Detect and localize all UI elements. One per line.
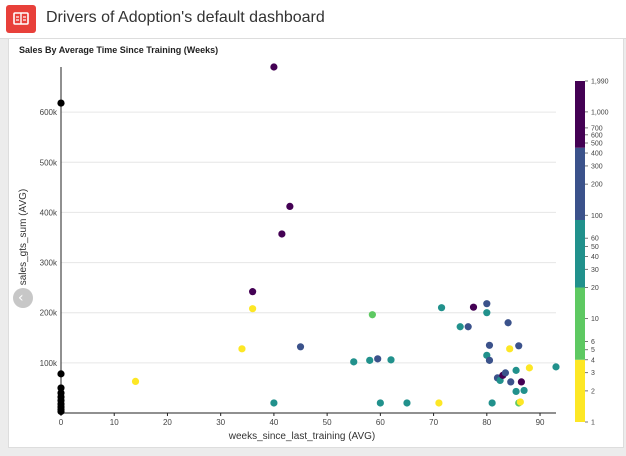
data-point — [350, 358, 358, 366]
dashboard-title: Drivers of Adoption's default dashboard — [46, 9, 325, 26]
dashboard-icon[interactable] — [6, 5, 36, 33]
legend-tick-label: 100 — [591, 213, 603, 220]
legend-tick-label: 20 — [591, 285, 599, 292]
chart-title: Sales By Average Time Since Training (We… — [19, 45, 219, 55]
data-point — [278, 230, 286, 238]
y-tick-label: 600k — [40, 108, 58, 117]
legend-tick-label: 1 — [591, 420, 595, 427]
data-point — [506, 345, 514, 353]
data-point — [483, 309, 491, 317]
legend-band — [575, 81, 585, 148]
gridlines — [61, 111, 556, 364]
data-point — [270, 399, 278, 407]
y-tick-label: 100k — [40, 359, 58, 368]
header-bar: Drivers of Adoption's default dashboard — [0, 0, 626, 39]
data-point — [512, 387, 520, 396]
data-point — [456, 323, 464, 331]
data-point — [485, 356, 494, 364]
x-tick-label: 50 — [323, 418, 332, 427]
data-point — [403, 399, 411, 407]
legend-tick-label: 200 — [591, 182, 603, 189]
legend-tick-label: 1,000 — [591, 109, 609, 116]
data-point — [515, 342, 523, 350]
data-point — [520, 386, 528, 395]
x-tick-label: 0 — [59, 418, 64, 427]
data-point — [376, 399, 384, 407]
data-point — [507, 378, 515, 386]
data-point — [57, 407, 65, 416]
legend-tick-label: 4 — [591, 357, 595, 364]
legend-tick-label: 5 — [591, 347, 595, 354]
data-point — [469, 303, 478, 311]
data-point — [525, 364, 533, 372]
data-point — [517, 378, 526, 386]
x-tick-label: 20 — [163, 418, 172, 427]
data-point — [131, 377, 140, 386]
data-point — [374, 355, 382, 363]
data-point — [437, 304, 446, 312]
data-point — [483, 300, 491, 308]
data-point — [296, 343, 305, 351]
legend-tick-label: 6 — [591, 339, 595, 346]
chart-card: Sales By Average Time Since Training (We… — [8, 38, 624, 448]
x-axis-label: weeks_since_last_training (AVG) — [228, 431, 376, 442]
legend-tick-label: 40 — [591, 254, 599, 261]
chevron-left-icon: ‹ — [18, 290, 24, 306]
legend-tick-label: 500 — [591, 141, 603, 148]
data-point — [57, 370, 65, 378]
data-point — [488, 399, 496, 407]
legend-tick-label: 1,990 — [591, 79, 609, 86]
data-point — [435, 399, 443, 407]
legend-tick-label: 700 — [591, 125, 603, 132]
x-tick-label: 80 — [482, 418, 491, 427]
legend-tick-label: 300 — [591, 163, 603, 170]
legend-tick-label: 3 — [591, 370, 595, 377]
y-tick-label: 500k — [40, 158, 58, 167]
legend-tick-label: 600 — [591, 132, 603, 139]
data-point — [464, 323, 472, 331]
legend-tick-label: 10 — [591, 316, 599, 323]
y-tick-label: 400k — [40, 208, 58, 217]
legend-band — [575, 359, 585, 422]
previous-button[interactable]: ‹ — [13, 288, 33, 308]
legend-tick-label: 60 — [591, 236, 599, 243]
x-tick-label: 40 — [269, 418, 278, 427]
x-tick-label: 90 — [536, 418, 545, 427]
data-point — [286, 202, 294, 211]
y-tick-label: 300k — [40, 259, 58, 268]
data-point — [249, 305, 257, 313]
y-tick-label: 200k — [40, 309, 58, 318]
x-tick-label: 70 — [429, 418, 438, 427]
data-point — [485, 341, 494, 349]
axes: 100k 200k 300k 400k 500k 600k 0 10 20 30 40 50 60 70 8… — [40, 67, 556, 427]
data-point — [552, 363, 560, 371]
data-point — [238, 345, 246, 353]
x-tick-label: 60 — [376, 418, 385, 427]
data-point — [270, 63, 278, 71]
y-axis-label: sales_gts_sum (AVG) — [18, 189, 29, 286]
data-point — [366, 356, 374, 364]
data-point — [516, 398, 524, 406]
legend-band — [575, 219, 585, 288]
legend-tick-label: 50 — [591, 244, 599, 251]
data-point — [504, 319, 512, 327]
legend-tick-label: 30 — [591, 267, 599, 274]
data-point — [501, 369, 510, 377]
legend-tick-label: 2 — [591, 388, 595, 395]
legend-tick-label: 400 — [591, 151, 603, 158]
data-point — [57, 384, 65, 392]
data-point — [512, 366, 520, 374]
x-tick-label: 30 — [216, 418, 225, 427]
x-tick-label: 10 — [110, 418, 119, 427]
legend-band — [575, 287, 585, 360]
data-points — [57, 63, 560, 416]
data-point — [368, 311, 376, 319]
legend-band — [575, 147, 585, 220]
data-point — [387, 356, 395, 364]
data-point — [249, 288, 257, 296]
data-point — [57, 99, 65, 107]
